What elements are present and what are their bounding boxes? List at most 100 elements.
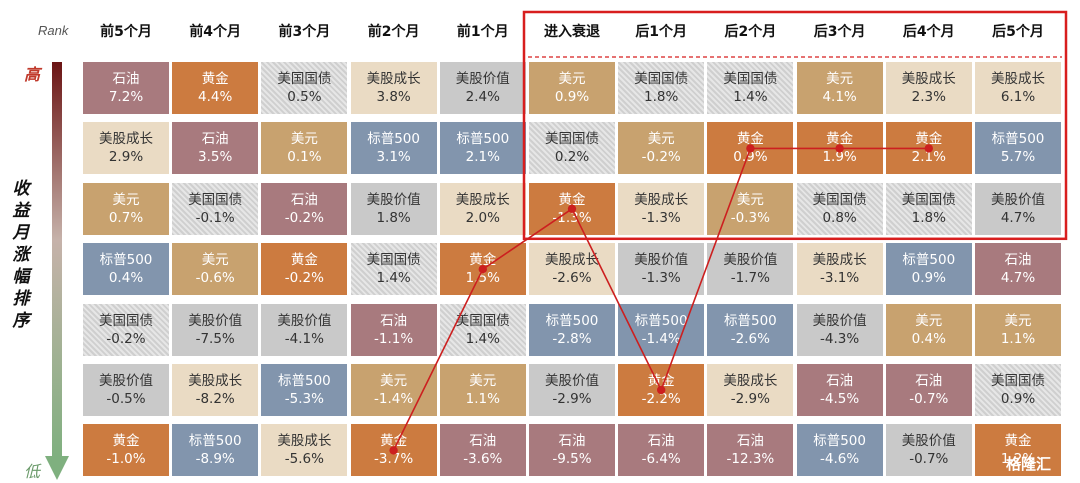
cell-asset-label: 黄金: [558, 191, 586, 208]
high-label: 高: [24, 65, 41, 84]
cell-value-label: -7.5%: [195, 330, 235, 347]
grid-cell: 美股价值 -1.3%: [618, 243, 705, 296]
grid-cell: 石油 4.7%: [975, 243, 1061, 296]
grid-cell: 标普500 -2.6%: [707, 303, 794, 356]
grid-cell: 美国国债 1.4%: [439, 303, 526, 356]
grid-cell: 标普500 3.1%: [350, 122, 437, 175]
grid-cell: 美股价值 2.4%: [439, 62, 526, 114]
grid-cell: 标普500 -2.8%: [529, 303, 615, 356]
cell-asset-label: 美元: [915, 312, 943, 329]
cell-value-label: -5.3%: [284, 391, 324, 407]
cell-value-label: 1.1%: [1000, 330, 1036, 347]
cell-value-label: 1.8%: [644, 89, 679, 105]
column-header: 后2个月: [724, 24, 777, 40]
cell-value-label: 2.4%: [465, 89, 500, 105]
cell-asset-label: 石油: [380, 312, 408, 329]
column-header: 前4个月: [189, 24, 242, 40]
cell-value-label: -0.6%: [195, 270, 235, 287]
cell-asset-label: 美股成长: [455, 191, 510, 208]
cell-value-label: 1.5%: [465, 270, 500, 287]
cell-value-label: 0.2%: [554, 149, 590, 166]
grid-cell: 石油 -1.1%: [350, 303, 437, 356]
grid-cell: 美股成长 2.3%: [885, 62, 972, 114]
cell-asset-label: 美国国债: [723, 71, 778, 87]
cell-asset-label: 石油: [558, 433, 586, 450]
grid-cell: 石油 -9.5%: [529, 424, 615, 477]
cell-asset-label: 美股成长: [277, 433, 332, 450]
cell-asset-label: 美国国债: [455, 312, 510, 329]
cell-asset-label: 石油: [290, 191, 318, 208]
cell-asset-label: 美国国债: [188, 191, 243, 208]
cell-value-label: 7.2%: [108, 89, 144, 105]
column-header: 后3个月: [813, 24, 866, 40]
grid-cell: 美股成长 -1.3%: [618, 182, 705, 235]
cell-value-label: -1.1%: [374, 330, 414, 347]
cell-value-label: -1.3%: [641, 270, 681, 287]
cell-asset-label: 美国国债: [545, 131, 599, 148]
cell-asset-label: 美国国债: [277, 71, 332, 87]
grid-cell: 美国国债 0.2%: [529, 122, 615, 175]
grid-cell: 黄金 1.5%: [439, 243, 526, 296]
cell-asset-label: 黄金: [469, 252, 497, 269]
cell-asset-label: 黄金: [112, 433, 140, 450]
column-header: 前1个月: [456, 24, 509, 40]
cell-value-label: 5.7%: [1000, 149, 1036, 166]
cell-asset-label: 美国国债: [99, 312, 153, 329]
grid-cell: 美股成长 6.1%: [975, 62, 1061, 114]
grid-cell: 美元 -0.2%: [618, 122, 705, 175]
column-header: 后1个月: [635, 24, 688, 40]
grid-cell: 美股成长 -2.6%: [529, 243, 615, 296]
grid-cell: 美元 0.1%: [261, 122, 348, 175]
cell-asset-label: 黄金: [647, 373, 675, 389]
cell-value-label: -0.2%: [106, 330, 146, 347]
cell-value-label: 1.8%: [376, 209, 411, 226]
cell-value-label: -4.3%: [820, 330, 860, 347]
cell-value-label: -1.3%: [552, 209, 592, 226]
cell-value-label: -0.7%: [909, 391, 949, 407]
cell-value-label: -0.2%: [641, 149, 681, 166]
grid-cell: 石油 -0.2%: [261, 182, 348, 235]
cell-asset-label: 美股价值: [277, 312, 332, 329]
cell-asset-label: 标普500: [991, 131, 1045, 148]
cell-asset-label: 美股成长: [812, 252, 867, 269]
cell-value-label: 0.9%: [554, 89, 590, 105]
cell-value-label: -0.5%: [106, 391, 146, 407]
grid-cell: 石油 7.2%: [83, 62, 169, 114]
cell-value-label: 0.7%: [108, 209, 144, 226]
grid-cell: 石油 -6.4%: [618, 424, 705, 477]
grid-cell: 黄金 -2.2%: [618, 364, 705, 416]
cell-asset-label: 美元: [112, 191, 140, 208]
cell-asset-label: 标普500: [278, 373, 331, 389]
cell-value-label: 2.3%: [911, 89, 946, 105]
grid-cell: 标普500 2.1%: [439, 122, 526, 175]
cell-value-label: -0.3%: [730, 209, 770, 226]
cell-value-label: -9.5%: [552, 451, 592, 468]
grid-cell: 黄金 -0.2%: [261, 243, 348, 296]
column-header: 前5个月: [100, 24, 152, 40]
grid-cell: 美元 1.1%: [975, 303, 1061, 356]
cell-value-label: -4.6%: [820, 451, 860, 468]
cell-value-label: -4.5%: [820, 391, 860, 407]
grid-cell: 石油 -4.5%: [796, 364, 883, 416]
grid-cell: 标普500 -8.9%: [172, 424, 259, 477]
cell-value-label: -8.2%: [195, 391, 235, 407]
cell-asset-label: 标普500: [545, 312, 599, 329]
grid-cell: 美国国债 1.8%: [618, 62, 705, 114]
low-label: 低: [24, 462, 41, 481]
cell-asset-label: 美股成长: [991, 71, 1045, 87]
cell-asset-label: 美元: [826, 71, 854, 87]
cell-value-label: 3.1%: [376, 149, 411, 166]
cell-value-label: -1.7%: [730, 270, 770, 287]
cell-value-label: -2.2%: [641, 391, 681, 407]
grid-cell: 美国国债 -0.2%: [83, 303, 169, 356]
cell-value-label: 0.5%: [287, 89, 322, 105]
grid-cell: 黄金 1.9%: [796, 122, 883, 175]
cell-value-label: -1.3%: [641, 209, 681, 226]
cell-value-label: 3.5%: [198, 149, 233, 166]
cell-asset-label: 美国国债: [901, 191, 956, 208]
grid-cell: 美国国债 0.8%: [796, 182, 883, 235]
cell-asset-label: 石油: [112, 71, 140, 87]
cell-asset-label: 美股成长: [188, 373, 243, 389]
cell-value-label: 1.2%: [1000, 451, 1036, 468]
cell-value-label: -1.0%: [106, 451, 146, 468]
